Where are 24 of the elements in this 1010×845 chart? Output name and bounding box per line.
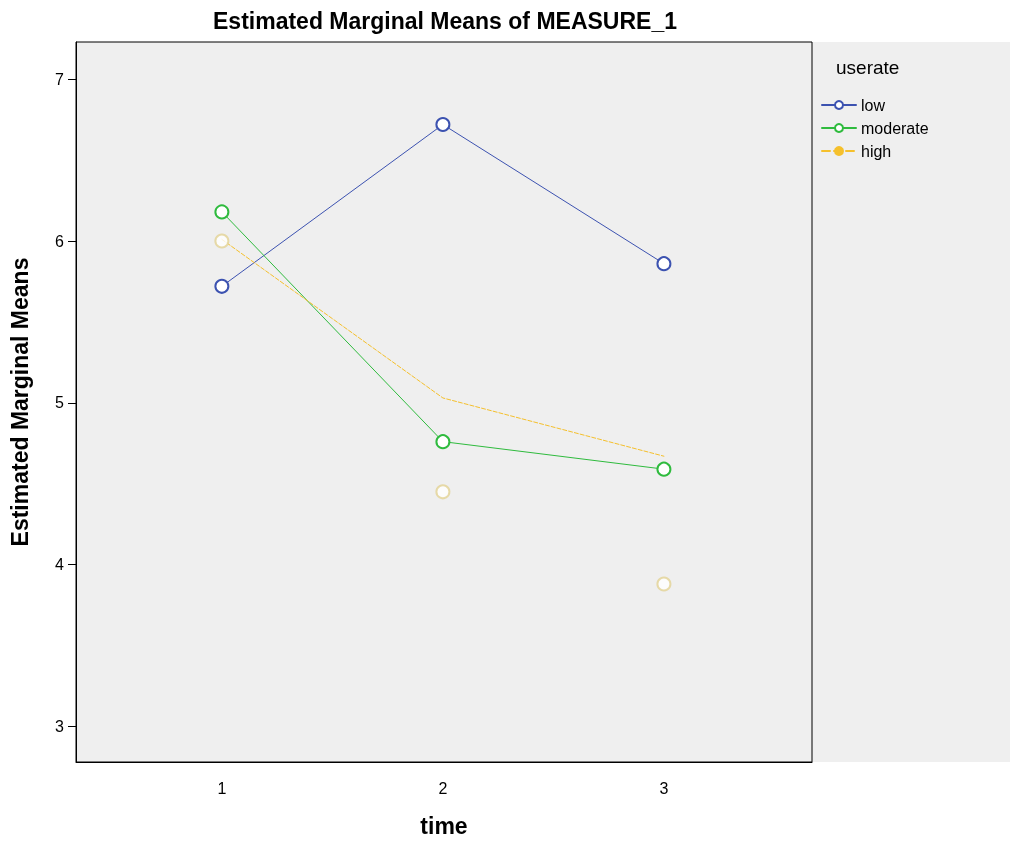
x-tick-label: 2 bbox=[438, 779, 448, 797]
chart-title: Estimated Marginal Means of MEASURE_1 bbox=[213, 7, 678, 34]
point bbox=[214, 233, 230, 249]
point bbox=[214, 278, 230, 294]
x-tick-label: 3 bbox=[659, 779, 669, 797]
y-axis-title: Estimated Marginal Means bbox=[6, 257, 33, 547]
y-tick-label: 7 bbox=[55, 70, 65, 88]
y-tick-label: 4 bbox=[55, 556, 65, 574]
legend-label: moderate bbox=[861, 119, 929, 137]
point bbox=[435, 434, 451, 450]
legend-label: low bbox=[861, 96, 886, 114]
y-tick-label: 6 bbox=[55, 232, 65, 250]
y-tick-label: 5 bbox=[55, 394, 65, 412]
point bbox=[435, 484, 451, 500]
x-axis-title: time bbox=[420, 812, 468, 839]
point bbox=[656, 256, 672, 272]
legend-title: userate bbox=[836, 57, 900, 78]
point bbox=[656, 576, 672, 592]
point bbox=[656, 461, 672, 477]
y-tick-label: 3 bbox=[55, 717, 65, 735]
x-tick-label: 1 bbox=[217, 779, 227, 797]
legend-label: high bbox=[861, 142, 892, 160]
point bbox=[435, 117, 451, 133]
point bbox=[214, 204, 230, 220]
